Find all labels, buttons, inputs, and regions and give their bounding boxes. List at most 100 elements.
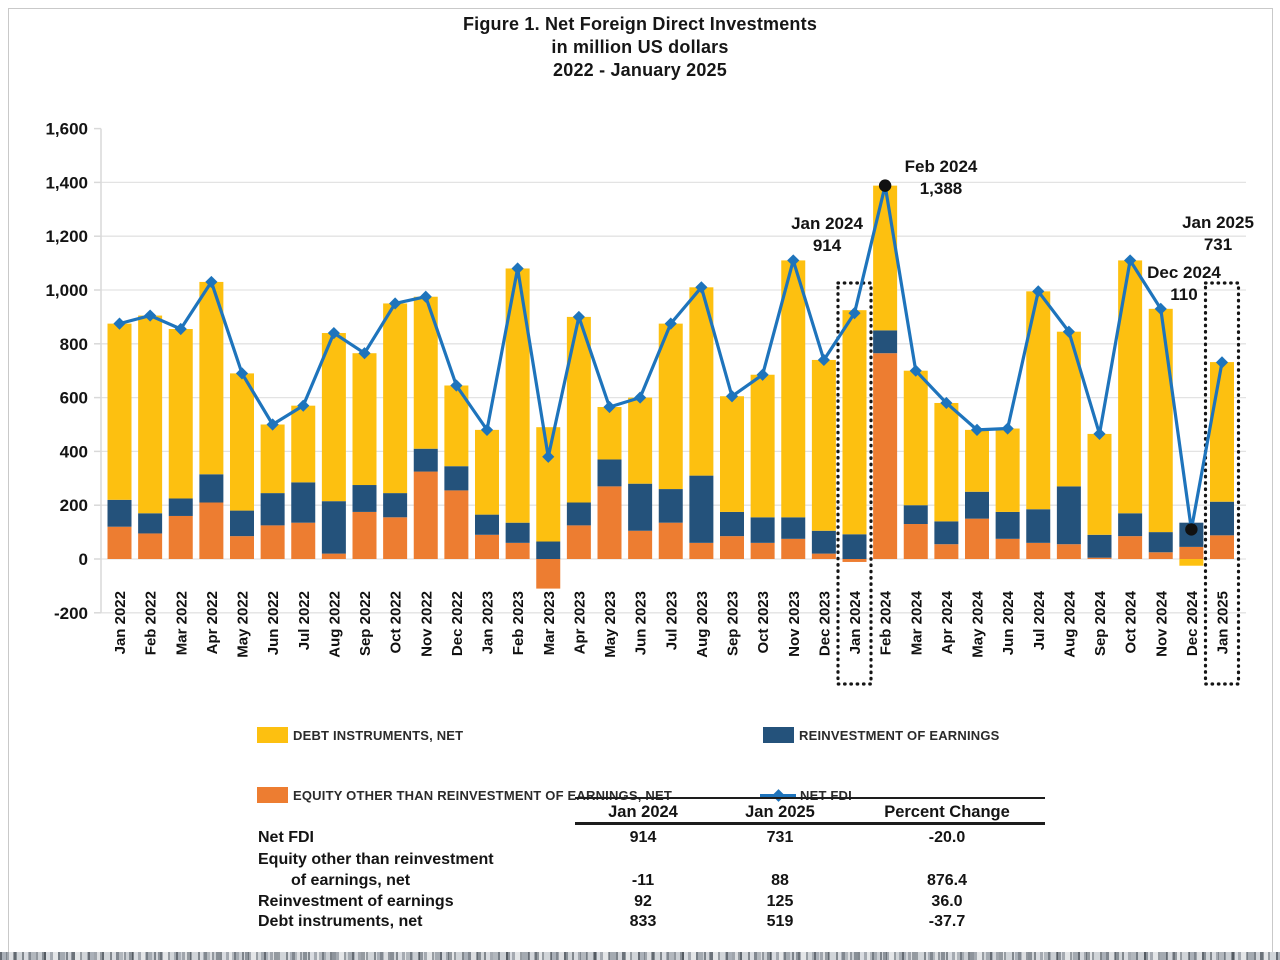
bar-segment bbox=[383, 517, 408, 559]
x-axis-label: Nov 2023 bbox=[786, 591, 803, 657]
x-axis-label: Dec 2023 bbox=[816, 591, 833, 656]
table-row-label-reinvestment: Reinvestment of earnings bbox=[258, 893, 454, 910]
x-axis-label: Nov 2022 bbox=[418, 591, 435, 657]
bar-segment bbox=[934, 521, 959, 545]
x-axis-label: Jun 2022 bbox=[265, 591, 282, 655]
diamond-marker bbox=[1062, 325, 1075, 338]
svg-text:600: 600 bbox=[60, 389, 88, 408]
x-axis-label: May 2024 bbox=[970, 590, 987, 657]
svg-text:-200: -200 bbox=[54, 604, 88, 623]
bar-segment bbox=[321, 553, 346, 559]
chart-title: Figure 1. Net Foreign Direct Investments… bbox=[0, 13, 1280, 82]
bar-segment bbox=[107, 499, 132, 527]
legend-label-equity: EQUITY OTHER THAN REINVESTMENT OF EARNIN… bbox=[293, 788, 672, 803]
bar-segment bbox=[444, 466, 469, 491]
bar-segment bbox=[475, 429, 499, 515]
annotation-value-label: 914 bbox=[813, 236, 842, 255]
x-axis-label: Oct 2022 bbox=[388, 591, 405, 654]
svg-text:1,000: 1,000 bbox=[45, 281, 88, 300]
bar-segment bbox=[720, 396, 744, 512]
black-dot-marker bbox=[1185, 523, 1198, 536]
y-axis-labels: -200 0 200 400 600 800 1,000 1,200 1,400 1,600 bbox=[45, 120, 88, 623]
bar-segment bbox=[1026, 542, 1051, 559]
reinvestment-swatch-icon bbox=[763, 727, 794, 743]
bar-segment bbox=[995, 511, 1020, 539]
x-axis-label: Jun 2023 bbox=[633, 591, 650, 655]
chart-title-line2: in million US dollars bbox=[551, 37, 729, 57]
bar-segment bbox=[597, 486, 622, 559]
bar-segment bbox=[1026, 509, 1051, 543]
bar-segment bbox=[658, 489, 683, 523]
x-axis-label: Sep 2024 bbox=[1092, 590, 1109, 656]
bar-segment bbox=[107, 323, 132, 500]
bar-segment bbox=[903, 524, 928, 559]
x-axis-label: Dec 2024 bbox=[1184, 590, 1201, 656]
bar-segment bbox=[965, 491, 989, 519]
bar-segment bbox=[199, 502, 224, 559]
x-axis-label: Mar 2022 bbox=[173, 591, 190, 655]
x-axis-label: Apr 2023 bbox=[571, 591, 588, 654]
legend-label-reinvestment: REINVESTMENT OF EARNINGS bbox=[799, 728, 1000, 743]
svg-text:800: 800 bbox=[60, 335, 88, 354]
bar-segment bbox=[689, 475, 714, 543]
bar-segment bbox=[689, 542, 714, 559]
diamond-marker bbox=[450, 379, 463, 392]
bar-segment bbox=[352, 485, 377, 512]
bar-segment bbox=[291, 482, 316, 523]
bar-segment bbox=[873, 353, 898, 559]
x-axis-label: Jan 2025 bbox=[1215, 591, 1232, 654]
svg-text:1,600: 1,600 bbox=[45, 120, 88, 139]
bar-segment bbox=[903, 505, 928, 525]
bar-segment bbox=[260, 424, 285, 494]
bar-segment bbox=[230, 373, 254, 511]
table-cell: -37.7 bbox=[928, 913, 966, 930]
bar-segment bbox=[750, 517, 775, 543]
table-cell: 92 bbox=[634, 893, 652, 910]
bar-segment bbox=[1210, 362, 1234, 502]
bar-segment bbox=[1179, 546, 1204, 559]
diamond-marker bbox=[297, 399, 310, 412]
diamond-marker bbox=[389, 297, 402, 310]
x-axis-label: Jul 2024 bbox=[1031, 590, 1048, 650]
bar-segment bbox=[934, 544, 959, 559]
bar-segment bbox=[566, 525, 591, 559]
bar-segment bbox=[107, 526, 132, 559]
bar-segment bbox=[811, 359, 836, 531]
bar-segment bbox=[720, 511, 744, 537]
x-axis-label: Aug 2024 bbox=[1061, 590, 1078, 657]
bar-segment bbox=[842, 310, 867, 535]
bar-segment bbox=[995, 428, 1020, 512]
annotation-month-label: Jan 2025 bbox=[1182, 213, 1254, 232]
annotation-value-label: 1,388 bbox=[920, 179, 963, 198]
bar-segment bbox=[475, 514, 499, 535]
annotation-value-label: 110 bbox=[1170, 285, 1197, 304]
bar-segment bbox=[1118, 260, 1143, 514]
x-axis-label: Jul 2022 bbox=[296, 591, 313, 650]
bar-segment bbox=[1087, 534, 1112, 558]
diamond-marker bbox=[144, 309, 157, 322]
stacked-bars bbox=[107, 185, 1234, 589]
bar-segment bbox=[1087, 557, 1112, 559]
x-axis-label: Jan 2023 bbox=[480, 591, 497, 654]
x-axis-label: Feb 2023 bbox=[510, 591, 527, 655]
table-cell: 876.4 bbox=[926, 872, 968, 889]
bar-segment bbox=[842, 559, 867, 562]
table-cell: -20.0 bbox=[928, 829, 966, 846]
x-axis-label: Apr 2022 bbox=[204, 591, 221, 654]
x-axis-labels: Jan 2022 Feb 2022 Mar 2022 Apr 2022 May 2022… bbox=[112, 590, 1232, 657]
bar-segment bbox=[291, 522, 316, 559]
bar-segment bbox=[1179, 559, 1204, 566]
bar-segment bbox=[628, 397, 653, 484]
bar-segment bbox=[168, 329, 193, 499]
table-cell: 88 bbox=[771, 872, 789, 889]
bar-segment bbox=[536, 427, 561, 542]
bar-segment bbox=[1056, 544, 1081, 559]
table-header-rule bbox=[575, 822, 1045, 825]
table-row-label-netfdi: Net FDI bbox=[258, 829, 314, 846]
x-axis-label: Sep 2023 bbox=[725, 591, 742, 656]
diamond-marker bbox=[205, 275, 218, 289]
table-cell: 914 bbox=[629, 829, 657, 846]
dotted-highlight-box bbox=[1203, 281, 1241, 686]
bar-segment bbox=[873, 330, 898, 354]
bar-segment bbox=[505, 542, 530, 559]
